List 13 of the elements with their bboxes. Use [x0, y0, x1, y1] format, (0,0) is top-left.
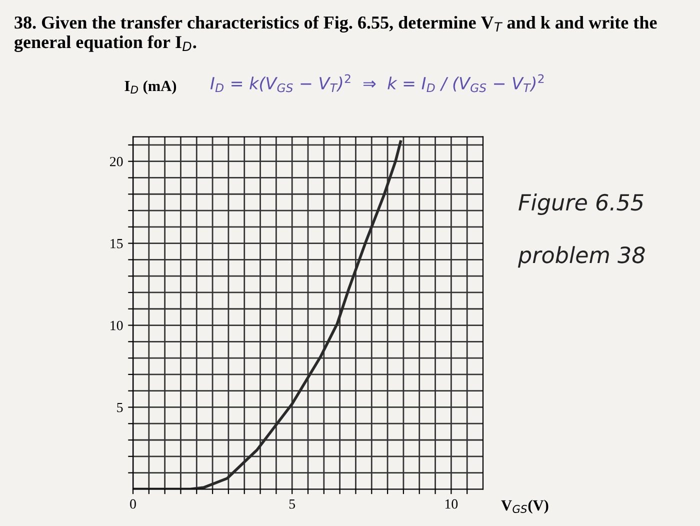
caption: Figure 6.55: [518, 194, 644, 216]
text: problem 38: [518, 246, 645, 268]
y-tick-label: 10: [110, 320, 123, 330]
text: I$_{D}$ = k(V$_{GS}$ − V$_{T}$)$^{2}$ ⇒ k = I$_{D}$ / (V$_{GS}$ − V$_{T}$)$^{2}$: [210, 74, 544, 92]
y-tick-label: 5: [117, 402, 123, 412]
y-tick-label: 15: [110, 238, 123, 248]
chart-title: 38. Given the transfer characteristics of Fig. 6.55, determine V$_{T}$ and k and write the general equation for I$_{D}$.: [14, 16, 657, 52]
y-tick-label: 20: [110, 156, 123, 166]
x-tick-label: 5: [289, 499, 296, 509]
x-tick-label: 0: [130, 499, 136, 509]
x-tick-label: 10: [445, 499, 458, 509]
x-axis-title: V$_{GS}$(V): [501, 500, 548, 514]
y-axis-title: I$_{D}$ (mA): [124, 80, 176, 94]
